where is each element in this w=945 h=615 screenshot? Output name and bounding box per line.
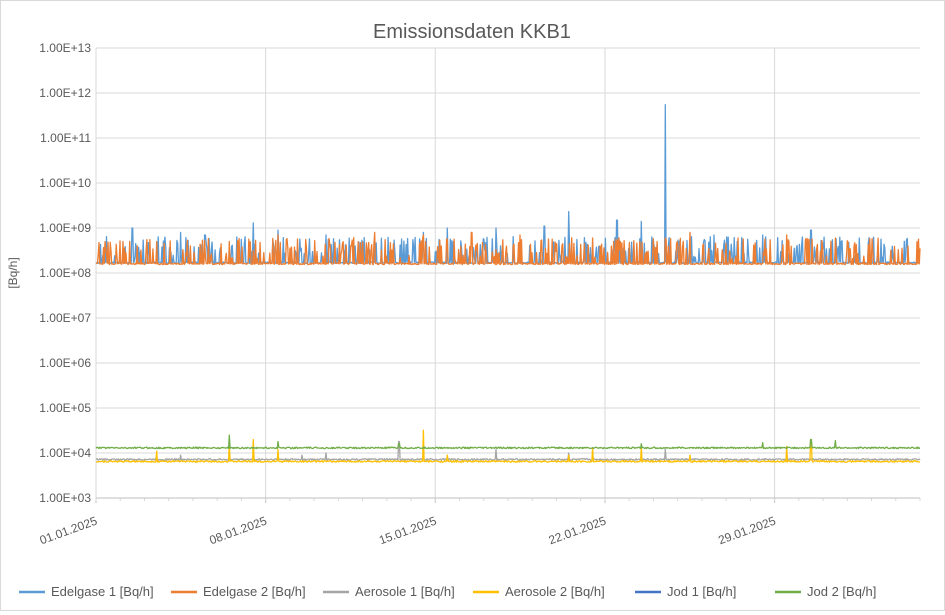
axis-labels: 1.00E+03 1.00E+04 1.00E+05 1.00E+06 1.00E+07… [38, 41, 778, 547]
y-tick-label: 1.00E+10 [39, 176, 91, 190]
x-tick-label: 15.01.2025 [377, 514, 439, 548]
y-tick-label: 1.00E+12 [39, 86, 91, 100]
y-tick-label: 1.00E+07 [39, 311, 91, 325]
series-line-3 [95, 440, 921, 461]
x-tick-label: 08.01.2025 [207, 514, 269, 548]
legend-entry: Jod 2 [Bq/h] [807, 584, 876, 599]
legend-entry: Edelgase 2 [Bq/h] [203, 584, 306, 599]
y-tick-label: 1.00E+13 [39, 41, 91, 55]
chart-title: Emissionsdaten KKB1 [373, 21, 571, 43]
series-line-4 [96, 429, 920, 463]
legend-entry: Jod 1 [Bq/h] [667, 584, 736, 599]
x-tick-label: 01.01.2025 [38, 514, 100, 548]
series-line-2 [95, 231, 921, 266]
y-tick-label: 1.00E+05 [39, 401, 91, 415]
x-tick-label: 29.01.2025 [716, 514, 778, 548]
gridlines [95, 47, 921, 503]
legend: Edelgase 1 [Bq/h] Edelgase 2 [Bq/h] Aeroso… [19, 584, 876, 599]
x-tick-label: 22.01.2025 [547, 514, 609, 548]
y-tick-label: 1.00E+09 [39, 221, 91, 235]
series-line-1 [95, 104, 921, 265]
y-tick-label: 1.00E+04 [39, 446, 91, 460]
y-tick-label: 1.00E+08 [39, 266, 91, 280]
series-lines [95, 104, 921, 463]
legend-entry: Edelgase 1 [Bq/h] [51, 584, 154, 599]
legend-entry: Aerosole 1 [Bq/h] [355, 584, 455, 599]
y-tick-label: 1.00E+06 [39, 356, 91, 370]
y-axis-label: [Bq/h] [6, 257, 20, 288]
series-line-6 [95, 434, 920, 450]
y-tick-label: 1.00E+11 [40, 131, 91, 145]
legend-entry: Aerosole 2 [Bq/h] [505, 584, 605, 599]
y-tick-label: 1.00E+03 [39, 491, 91, 505]
